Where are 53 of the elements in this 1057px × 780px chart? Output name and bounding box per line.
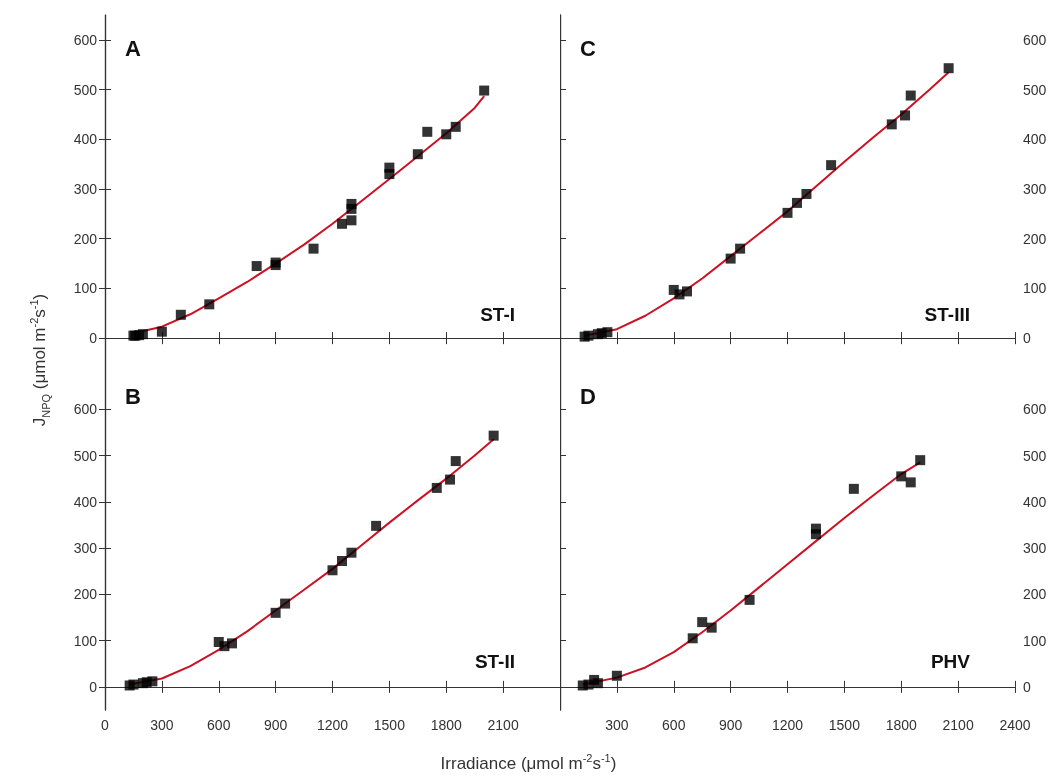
y-tick-label: 300	[1023, 540, 1047, 557]
y-tick-label: 600	[73, 401, 98, 418]
x-tick-label: 2100	[487, 717, 519, 733]
x-tick-label: 2400	[999, 717, 1031, 733]
annotation: D	[580, 383, 596, 409]
y-tick-label: 400	[73, 131, 98, 148]
annotation: A	[125, 35, 141, 61]
y-tick-label: 200	[1023, 586, 1047, 603]
x-axis-title: Irradiance (μmol m$^{-2}$s$^{-1}$)	[439, 752, 618, 774]
annotation: ST-II	[474, 651, 516, 672]
y-tick-label: 200	[1023, 230, 1047, 247]
x-tick-label: 600	[662, 717, 686, 733]
y-tick-label: 400	[73, 493, 98, 510]
annotation: ST-I	[480, 304, 516, 325]
y-tick-label: 300	[73, 540, 98, 557]
x-tick-label: 600	[207, 717, 231, 733]
y-tick-label: 100	[73, 280, 98, 297]
x-tick-label: 2100	[942, 717, 974, 733]
x-tick-label: 1800	[885, 717, 918, 733]
x-tick-label: 1200	[316, 717, 349, 733]
y-tick-label: 100	[73, 632, 98, 649]
y-tick-label: 0	[1023, 330, 1031, 347]
y-tick-label: 400	[1023, 493, 1047, 510]
y-tick-label: 0	[1023, 678, 1031, 695]
y-tick-label: 500	[73, 447, 98, 464]
y-tick-label: 400	[1023, 131, 1047, 148]
annotation: ST-III	[924, 304, 971, 325]
y-tick-label: 300	[73, 181, 98, 197]
x-tick-label: 1500	[373, 717, 406, 733]
annotation: B	[125, 383, 141, 409]
x-tick-label: 1500	[828, 717, 861, 733]
y-tick-label: 200	[73, 586, 98, 603]
annotation: C	[580, 35, 596, 61]
y-tick-label: 500	[73, 81, 98, 98]
y-tick-label: 100	[1023, 280, 1047, 297]
x-tick-label: 1200	[771, 717, 804, 733]
x-tick-label: 300	[605, 717, 629, 733]
y-tick-label: 500	[1023, 81, 1047, 98]
y-tick-label: 0	[89, 330, 98, 347]
y-tick-label: 600	[1023, 31, 1047, 48]
y-tick-label: 500	[1023, 447, 1047, 464]
x-tick-label: 0	[101, 717, 110, 733]
y-tick-label: 0	[89, 678, 98, 695]
y-tick-label: 300	[1023, 181, 1047, 197]
y-tick-label: 200	[73, 230, 98, 247]
x-tick-label: 900	[718, 717, 743, 733]
y-tick-label: 600	[73, 31, 98, 48]
x-tick-label: 300	[150, 717, 174, 733]
y-tick-label: 600	[1023, 401, 1047, 418]
x-tick-label: 1800	[430, 717, 463, 733]
annotation: PHV	[930, 651, 971, 672]
x-tick-label: 900	[263, 717, 288, 733]
y-tick-label: 100	[1023, 632, 1047, 649]
